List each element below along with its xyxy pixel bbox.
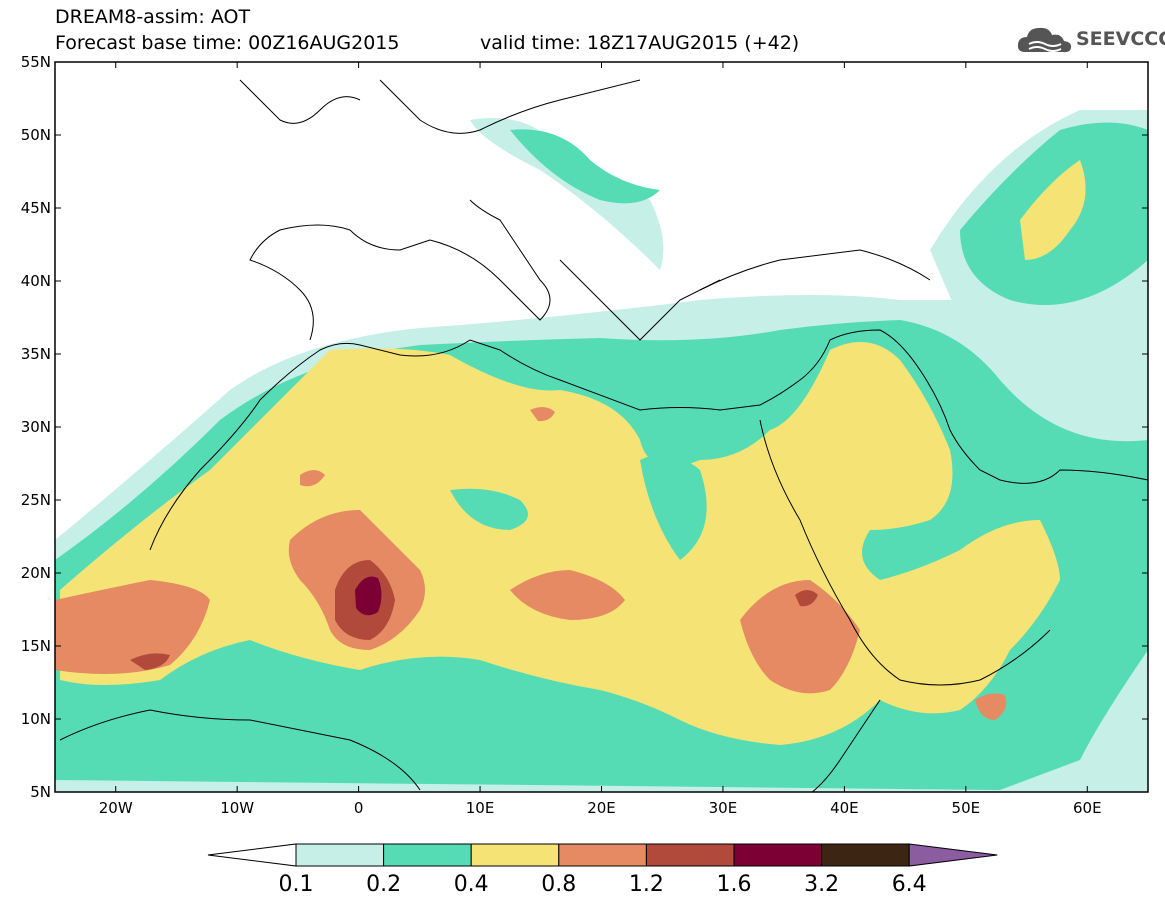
lon-tick-label: 30E (709, 799, 738, 817)
colorbar (207, 843, 998, 867)
colorbar-segment (470, 843, 560, 867)
colorbar-label: 3.2 (804, 872, 839, 897)
colorbar-label: 0.4 (454, 872, 489, 897)
colorbar-segment (821, 843, 910, 867)
lat-tick-label: 55N (21, 53, 51, 71)
lon-tick-label: 20W (99, 799, 133, 817)
cloud-icon (1017, 27, 1072, 53)
colorbar-arrow-high (908, 843, 998, 867)
coastlines (59, 79, 1148, 792)
colorbar-segment (645, 843, 735, 867)
lat-tick-label: 15N (21, 637, 51, 655)
lon-tick-label: 20E (587, 799, 616, 817)
colorbar-label: 1.6 (717, 872, 752, 897)
lon-tick-label: 0 (354, 799, 364, 817)
lat-tick-label: 35N (21, 345, 51, 363)
lon-tick-label: 60E (1073, 799, 1102, 817)
lat-tick-label: 25N (21, 491, 51, 509)
colorbar-label: 0.8 (541, 872, 576, 897)
map-title: DREAM8-assim: AOT (55, 6, 251, 28)
colorbar-segment (558, 843, 647, 867)
lat-tick-label: 45N (21, 199, 51, 217)
lon-tick-label: 40E (830, 799, 859, 817)
lat-tick-label: 50N (21, 126, 51, 144)
lat-tick-label: 20N (21, 564, 51, 582)
lon-tick-label: 10E (466, 799, 495, 817)
lat-tick-label: 30N (21, 418, 51, 436)
lon-tick-label: 50E (952, 799, 981, 817)
colorbar-label: 6.4 (892, 872, 927, 897)
colorbar-segment (383, 843, 472, 867)
colorbar-label: 1.2 (629, 872, 664, 897)
seevccc-logo: SEEVCCC (1017, 24, 1165, 56)
lat-tick-label: 5N (30, 783, 51, 801)
colorbar-label: 0.2 (366, 872, 401, 897)
lat-tick-label: 10N (21, 710, 51, 728)
lon-tick-label: 10W (220, 799, 254, 817)
forecast-base-time: Forecast base time: 00Z16AUG2015 (55, 32, 400, 54)
aot-contour-fill (55, 110, 1148, 792)
logo-text: SEEVCCC (1076, 28, 1165, 50)
colorbar-label: 0.1 (279, 872, 314, 897)
valid-time: valid time: 18Z17AUG2015 (+42) (480, 32, 800, 54)
lat-tick-label: 40N (21, 272, 51, 290)
colorbar-arrow-low (207, 843, 297, 867)
colorbar-segment (733, 843, 823, 867)
colorbar-segment (295, 843, 385, 867)
